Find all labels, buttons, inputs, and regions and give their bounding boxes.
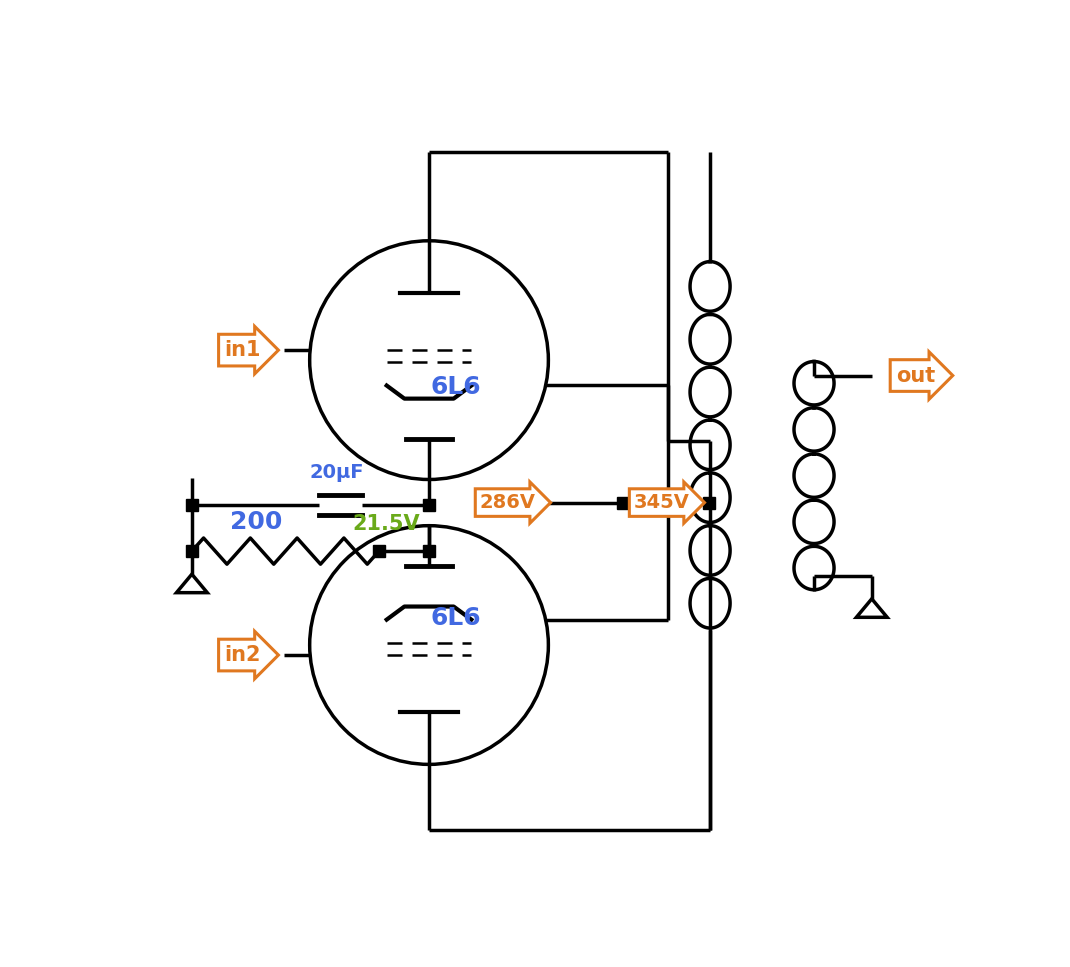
- Text: 21.5V: 21.5V: [352, 514, 419, 534]
- Text: 6L6: 6L6: [430, 375, 482, 399]
- Text: 20µF: 20µF: [309, 463, 364, 482]
- Text: 345V: 345V: [633, 493, 689, 513]
- Text: 200: 200: [230, 511, 282, 534]
- Text: in2: in2: [225, 645, 261, 665]
- Text: in1: in1: [225, 340, 261, 360]
- Text: out: out: [896, 366, 935, 386]
- Text: 286V: 286V: [479, 493, 536, 513]
- Text: 6L6: 6L6: [430, 606, 482, 630]
